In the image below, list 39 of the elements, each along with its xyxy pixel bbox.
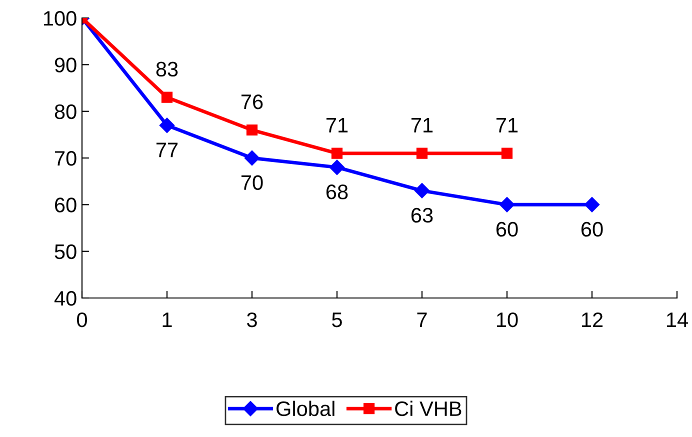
point <box>584 197 600 212</box>
point <box>161 92 173 103</box>
point <box>416 148 428 159</box>
data-label: 60 <box>581 222 603 237</box>
y-tick-label: 70 <box>55 151 76 166</box>
x-tick-label: 14 <box>667 312 688 327</box>
y-tick-label: 90 <box>54 58 76 72</box>
x-tick-label: 1 <box>162 312 172 327</box>
data-label: 83 <box>156 62 178 77</box>
x-tick-label: 7 <box>417 312 427 327</box>
point <box>414 183 430 198</box>
data-label: 60 <box>496 222 518 237</box>
point <box>501 148 513 159</box>
x-tick-label: 0 <box>77 312 87 328</box>
data-label: 71 <box>326 118 348 132</box>
x-tick-label: 3 <box>247 312 257 328</box>
data-label: 77 <box>156 142 178 158</box>
legend-label: Global <box>276 400 334 416</box>
x-tick-label: 12 <box>582 312 603 327</box>
y-tick-label: 100 <box>44 11 76 26</box>
data-label: 63 <box>411 208 433 223</box>
x-tick-label: 10 <box>497 312 518 328</box>
y-tick-label: 60 <box>55 198 76 212</box>
point <box>329 160 345 175</box>
point <box>159 118 175 133</box>
y-tick-label: 40 <box>54 291 76 306</box>
data-label: 68 <box>326 184 348 200</box>
data-label: 71 <box>496 118 518 132</box>
legend-label: Ci VHB <box>395 400 462 416</box>
data-label: 71 <box>411 118 433 132</box>
data-label: 76 <box>241 94 263 110</box>
y-tick-label: 50 <box>54 244 76 260</box>
point <box>499 197 515 212</box>
data-label: 70 <box>241 175 263 190</box>
point <box>244 150 260 166</box>
point <box>331 148 343 159</box>
x-tick-label: 5 <box>332 312 342 328</box>
y-tick-label: 80 <box>54 104 76 120</box>
point <box>246 124 258 136</box>
